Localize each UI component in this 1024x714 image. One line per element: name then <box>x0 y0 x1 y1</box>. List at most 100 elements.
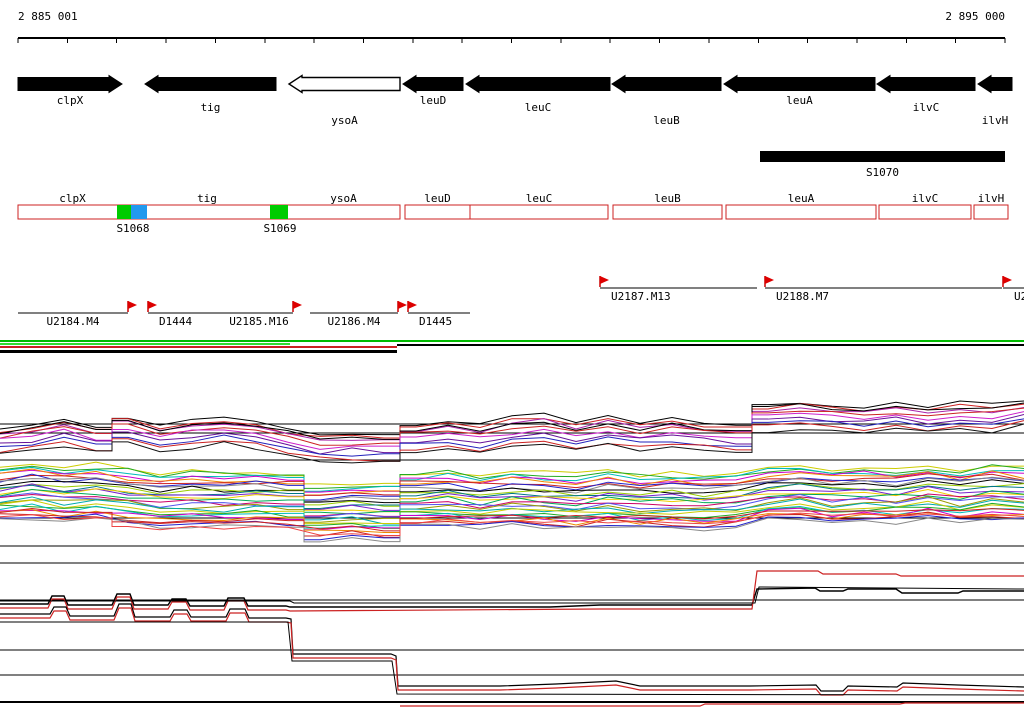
expression-trace <box>0 469 1024 493</box>
strand-line-2 <box>0 346 397 348</box>
strand-line-0 <box>0 340 1024 342</box>
marker-label: U2187.M13 <box>611 290 671 303</box>
segment-S1069[interactable] <box>270 205 288 219</box>
marker-label: U21 <box>1014 290 1024 303</box>
gene-arrow-label-ilvC: ilvC <box>913 101 940 114</box>
expression-trace <box>0 407 1024 446</box>
marker-U2187.M13[interactable]: U2187.M13 <box>599 276 757 303</box>
trace-black-flat-top <box>0 586 1024 604</box>
gene-arrow-ysoA[interactable] <box>287 74 401 94</box>
gene-arrow-leuC[interactable] <box>465 74 611 94</box>
flag-icon <box>148 301 157 309</box>
strand-line-1 <box>0 343 290 345</box>
strand-line-4 <box>397 344 1024 346</box>
trace-red-bottom <box>400 702 1024 707</box>
marker-U2185.M16[interactable]: U2185.M16 <box>225 301 302 328</box>
expression-trace <box>0 420 1024 462</box>
gene-arrow-label-ysoA: ysoA <box>331 114 358 127</box>
segment-label-S1069: S1069 <box>263 222 296 235</box>
expression-trace <box>0 488 1024 513</box>
gene-arrow-label-leuA: leuA <box>786 94 813 107</box>
expression-trace <box>0 503 1024 529</box>
gene-box-clpX[interactable] <box>17 204 128 220</box>
expression-trace <box>0 507 1024 531</box>
expression-trace <box>0 402 1024 439</box>
expression-trace <box>0 473 1024 496</box>
gene-arrow-leuB[interactable] <box>611 74 722 94</box>
gene-box-ilvC[interactable] <box>878 204 972 220</box>
trace-black-thin-low <box>0 621 1024 696</box>
gene-box-label-ilvC: ilvC <box>912 192 939 205</box>
expression-trace <box>0 512 1024 537</box>
trace-black-stepdown <box>0 603 1024 692</box>
trace-red-upper <box>0 570 1024 612</box>
aggregated-strand-profiles <box>0 562 1024 707</box>
marker-label: D1444 <box>159 315 192 328</box>
gene-box-label-leuD: leuD <box>424 192 451 205</box>
gene-box-tig[interactable] <box>126 204 288 220</box>
gene-box-label-ilvH: ilvH <box>978 192 1005 205</box>
segment-label-S1068: S1068 <box>116 222 149 235</box>
expression-trace <box>0 483 1024 511</box>
expression-trace <box>0 402 1024 440</box>
marker-label: U2186.M4 <box>328 315 381 328</box>
ruler-end-coordinate: 2 895 000 <box>945 10 1005 23</box>
gene-box-label-tig: tig <box>197 192 217 205</box>
gene-box-label-leuB: leuB <box>654 192 681 205</box>
gene-box-ysoA[interactable] <box>286 204 401 220</box>
gene-box-leuC[interactable] <box>469 204 609 220</box>
marker-D1445[interactable]: D1445 <box>407 301 470 328</box>
gene-arrow-label-tig: tig <box>201 101 221 114</box>
expression-trace <box>0 414 1024 455</box>
gene-box-leuB[interactable] <box>612 204 723 220</box>
trace-red-stepdown <box>0 607 1024 696</box>
gene-arrow-label-leuB: leuB <box>653 114 680 127</box>
segment-S1068-part1[interactable] <box>117 205 131 219</box>
expression-trace <box>0 499 1024 524</box>
marker-U2186.M4[interactable]: U2186.M4 <box>310 301 407 328</box>
flag-icon <box>600 276 609 284</box>
expression-trace <box>0 489 1024 515</box>
expression-trace <box>0 511 1024 538</box>
flag-icon <box>408 301 417 309</box>
segment-S1068-part2[interactable] <box>131 205 147 219</box>
flag-icon <box>1003 276 1012 284</box>
marker-D1444[interactable]: D1444 <box>147 301 225 328</box>
gene-arrow-ilvC[interactable] <box>876 74 976 94</box>
ruler-start-coordinate: 2 885 001 <box>18 10 78 23</box>
expression-trace <box>0 493 1024 517</box>
marker-U2188.M7[interactable]: U2188.M7 <box>764 276 1002 303</box>
gene-box-label-clpX: clpX <box>59 192 86 205</box>
gene-arrow-clpX[interactable] <box>17 74 123 94</box>
gene-arrow-label-clpX: clpX <box>57 94 84 107</box>
gene-box-leuA[interactable] <box>725 204 877 220</box>
gene-arrow-ilvH[interactable] <box>977 74 1013 94</box>
expression-trace <box>0 400 1024 436</box>
expression-trace <box>0 411 1024 450</box>
gene-box-label-leuC: leuC <box>526 192 553 205</box>
gene-box-ilvH[interactable] <box>973 204 1009 220</box>
marker-label: U2184.M4 <box>47 315 100 328</box>
gene-arrow-leuD[interactable] <box>402 74 464 94</box>
expression-trace <box>0 473 1024 501</box>
marker-label: U2185.M16 <box>229 315 289 328</box>
gene-arrow-label-leuD: leuD <box>420 94 447 107</box>
marker-U21[interactable]: U21 <box>1002 276 1024 303</box>
expression-trace <box>0 492 1024 518</box>
segment-bar-S1070[interactable] <box>760 151 1005 162</box>
flag-icon <box>398 301 407 309</box>
per-condition-expression-profiles <box>0 400 1024 547</box>
expression-trace <box>0 423 1024 464</box>
flag-icon <box>293 301 302 309</box>
marker-U2184.M4[interactable]: U2184.M4 <box>18 301 137 328</box>
expression-trace <box>0 479 1024 504</box>
gene-box-label-leuA: leuA <box>788 192 815 205</box>
gene-box-leuD[interactable] <box>404 204 471 220</box>
gene-arrow-leuA[interactable] <box>723 74 876 94</box>
expression-trace <box>0 468 1024 496</box>
gene-arrow-tig[interactable] <box>144 74 277 94</box>
flag-icon <box>128 301 137 309</box>
expression-trace <box>0 418 1024 457</box>
